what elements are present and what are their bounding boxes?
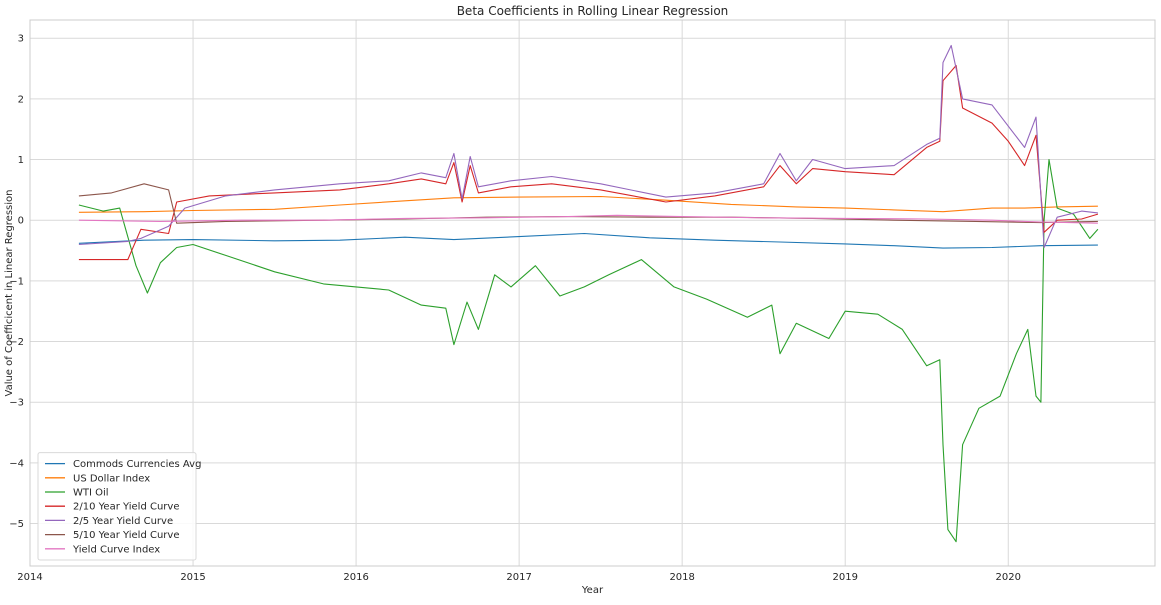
series-line-4 [78,64,1099,261]
y-tick-label: −1 [9,276,24,287]
plot-frame [29,19,1156,567]
tick-labels: 2014 2015 2016 2017 2018 2019 2020 −5 −4 −3 −2 −1 0 1… [9,34,1021,583]
x-tick-label: 2014 [17,572,42,583]
series-lines [78,44,1099,543]
legend-label: 2/5 Year Yield Curve [73,516,173,527]
series-line-2 [78,195,1098,213]
x-tick-label: 2019 [832,572,857,583]
y-tick-label: −4 [9,458,24,469]
legend-box [37,452,197,561]
series-line-3 [78,158,1099,543]
y-tick-label: 0 [18,216,24,227]
chart-title: Beta Coefficients in Rolling Linear Regr… [457,4,729,18]
legend-label: 5/10 Year Yield Curve [73,530,179,541]
x-tick-label: 2018 [669,572,694,583]
x-axis-label: Year [581,585,604,596]
series-line-1 [78,232,1098,249]
legend-label: US Dollar Index [73,473,150,484]
y-tick-label: 1 [18,155,24,166]
y-tick-label: 3 [18,34,24,45]
series-line-6 [78,183,1098,224]
legend-label: WTI Oil [73,488,109,499]
x-tick-label: 2017 [506,572,531,583]
series-line-7 [78,214,1098,224]
legend: Commods Currencies Avg US Dollar Index WTI… [37,452,201,561]
legend-label: 2/10 Year Yield Curve [73,502,179,513]
series-line-5 [78,44,1098,249]
x-tick-label: 2020 [996,572,1021,583]
y-tick-label: −2 [9,337,24,348]
y-tick-label: −5 [9,519,24,530]
y-tick-label: 2 [18,94,24,105]
y-tick-label: −3 [9,398,24,409]
legend-label: Commods Currencies Avg [73,459,201,470]
grid-lines [29,20,1155,566]
y-axis-label: Value of Coefficicent in Linear Regressi… [4,190,15,397]
x-tick-label: 2015 [180,572,205,583]
x-tick-label: 2016 [343,572,368,583]
legend-label: Yield Curve Index [72,544,160,555]
